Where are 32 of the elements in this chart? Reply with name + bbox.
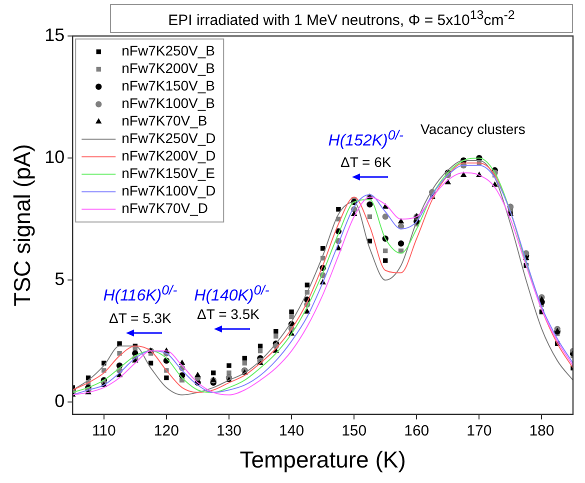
legend-label: nFw7K150V_E (122, 165, 216, 182)
y-tick-label: 0 (54, 391, 65, 412)
x-tick-label: 180 (529, 422, 554, 440)
legend-label: nFw7K200V_D (122, 148, 216, 164)
legend-label: nFw7K100V_B (122, 95, 216, 112)
annotation: H(116K)$^{0/-}$ (103, 282, 178, 306)
x-tick-label: 160 (404, 422, 430, 440)
legend-label: nFw7K200V_B (122, 60, 216, 76)
chart-title: EPI irradiated with 1 MeV neutrons, Φ = 5x10$^{13}$cm$^{-2}$ (110, 4, 573, 33)
legend-label: nFw7K150V_B (122, 78, 216, 94)
x-tick-label: 140 (279, 422, 304, 440)
annotation: ΔT = 5.3K (108, 310, 172, 326)
y-tick-label: 15 (44, 24, 65, 45)
y-axis-title: TSC signal (pA) (9, 144, 36, 306)
x-axis-title: Temperature (K) (240, 446, 406, 473)
legend-label: nFw7K250V_B (122, 42, 216, 59)
legend-label: nFw7K70V_B (122, 112, 208, 129)
x-tick-label: 120 (154, 422, 179, 440)
annotation: H(140K)$^{0/-}$ (194, 282, 270, 306)
y-tick-label: 5 (54, 269, 65, 290)
annotation: ΔT = 3.5K (197, 306, 260, 322)
x-tick-label: 170 (466, 422, 492, 440)
annotation: Vacancy clusters (420, 120, 526, 137)
legend-label: nFw7K250V_D (122, 130, 216, 146)
annotation: H(152K)$^{0/-}$ (328, 128, 404, 151)
x-tick-label: 150 (342, 422, 367, 440)
legend-label: nFw7K100V_D (122, 182, 216, 199)
legend-label: nFw7K70V_D (122, 200, 208, 216)
y-tick-label: 10 (44, 147, 65, 168)
x-tick-label: 130 (216, 422, 242, 440)
annotation: ΔT = 6K (340, 154, 392, 170)
x-tick-label: 110 (92, 422, 116, 440)
